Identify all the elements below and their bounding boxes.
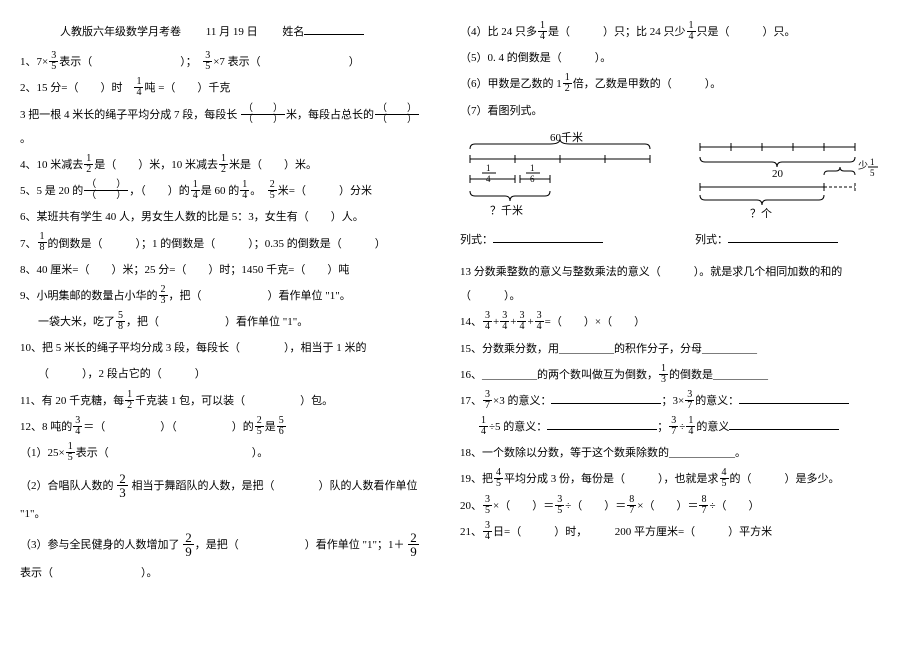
q10b: （ ），2 段占它的（ ）	[20, 362, 430, 386]
q4: 4、10 米减去12是（ ）米，10 米减去12米是（ ）米。	[20, 153, 430, 177]
svg-text:20: 20	[772, 168, 784, 180]
svg-text:4: 4	[486, 174, 491, 184]
q1: 1、7×35表示（ ）； 35×7 表示（ ）	[20, 50, 430, 74]
r19: 19、把45平均分成 3 份，每份是（ ），也就是求45的（ ）是多少。	[460, 467, 900, 491]
q6: 6、某班共有学生 40 人，男女生人数的比是 5：3，女生有（ ）人。	[20, 205, 430, 229]
exam-header: 人教版六年级数学月考卷 11 月 19 日 姓名	[20, 20, 430, 44]
svg-text:1: 1	[870, 157, 875, 167]
q12-1: （1）25×15表示（ ）。	[20, 441, 430, 465]
name-blank[interactable]	[304, 22, 364, 35]
q3: 3 把一根 4 米长的绳子平均分成 7 段，每段长 （ ）（ ）米，每段占总长的…	[20, 103, 430, 151]
diagrams: 60千米 1 4 1	[460, 129, 900, 224]
q9b: 一袋大米，吃了58，把（ ）看作单位 "1"。	[20, 310, 430, 334]
q8: 8、40 厘米=（ ）米；25 分=（ ）时；1450 千克=（ ）吨	[20, 258, 430, 282]
q12-3b: 表示（ ）。	[20, 561, 430, 585]
q12-3: （3）参与全民健身的人数增加了 29，是把（ ）看作单位 "1"；1＋ 29	[20, 532, 430, 559]
svg-text:？千米: ？千米	[490, 204, 523, 217]
formula-blank-1[interactable]	[493, 230, 603, 243]
q12-2b: "1"。	[20, 502, 430, 526]
q12: 12、8 吨的34＝（ ）（ ）的25是56	[20, 415, 430, 439]
q12-2: （2）合唱队人数的 23 相当于舞蹈队的人数，是把（ ）队的人数看作单位	[20, 473, 430, 500]
svg-text:5: 5	[870, 168, 875, 178]
left-column: 人教版六年级数学月考卷 11 月 19 日 姓名 1、7×35表示（ ）； 35…	[20, 20, 430, 588]
svg-text:少: 少	[858, 160, 868, 172]
formula-blank-2[interactable]	[728, 230, 838, 243]
r15: 15、分数乘分数，用__________的积作分子，分母__________	[460, 337, 900, 361]
r5: （5）0. 4 的倒数是（ ）。	[460, 46, 900, 70]
r18: 18、一个数除以分数，等于这个数乘除数的____________。	[460, 441, 900, 465]
r13: 13 分数乘整数的意义与整数乘法的意义（ ）。就是求几个相同加数的和的（ ）。	[460, 260, 900, 308]
formula-row: 列式： 列式：	[460, 228, 900, 252]
diagram-1: 60千米 1 4 1	[460, 129, 660, 224]
date: 11 月 19 日	[206, 26, 258, 38]
svg-text:1: 1	[530, 163, 535, 173]
r20: 20、35×（ ）＝35÷（ ）＝87×（ ）＝87÷（ ）	[460, 494, 900, 518]
r17a: 17、37×3 的意义：；3×37的意义：	[460, 389, 900, 413]
r6: （6）甲数是乙数的 112倍，乙数是甲数的（ ）。	[460, 72, 900, 96]
title: 人教版六年级数学月考卷	[60, 26, 181, 38]
q10: 10、把 5 米长的绳子平均分成 3 段，每段长（ ），相当于 1 米的	[20, 336, 430, 360]
right-column: （4）比 24 只多14是（ ）只；比 24 只少14只是（ ）只。 （5）0.…	[460, 20, 900, 588]
r14: 14、34+34+34+34=（ ）×（ ）	[460, 310, 900, 334]
r21: 21、34日=（ ）时， 200 平方厘米=（ ）平方米	[460, 520, 900, 544]
svg-text:1: 1	[486, 163, 491, 173]
svg-text:？个: ？个	[750, 207, 772, 220]
diagram-2: 20 少 1 5 ？个	[690, 129, 900, 224]
r16: 16、__________的两个数叫做互为倒数，13的倒数是__________	[460, 363, 900, 387]
d1-top: 60千米	[550, 131, 583, 144]
r4: （4）比 24 只多14是（ ）只；比 24 只少14只是（ ）只。	[460, 20, 900, 44]
q2: 2、15 分=（ ）时 14吨 =（ ）千克	[20, 76, 430, 100]
name-label: 姓名	[282, 26, 304, 38]
q7: 7、18的倒数是（ ）；1 的倒数是（ ）；0.35 的倒数是（ ）	[20, 232, 430, 256]
svg-text:6: 6	[530, 174, 535, 184]
q11: 11、有 20 千克糖，每12千克装 1 包，可以装（ ）包。	[20, 389, 430, 413]
r17b: 14÷5 的意义：；37÷14的意义	[460, 415, 900, 439]
q9: 9、小明集邮的数量占小华的23，把（ ）看作单位 "1"。	[20, 284, 430, 308]
r7: （7）看图列式。	[460, 99, 900, 123]
q5: 5、5 是 20 的（ ）（ ），（ ）的14是 60 的14。 25米=（ ）…	[20, 179, 430, 203]
